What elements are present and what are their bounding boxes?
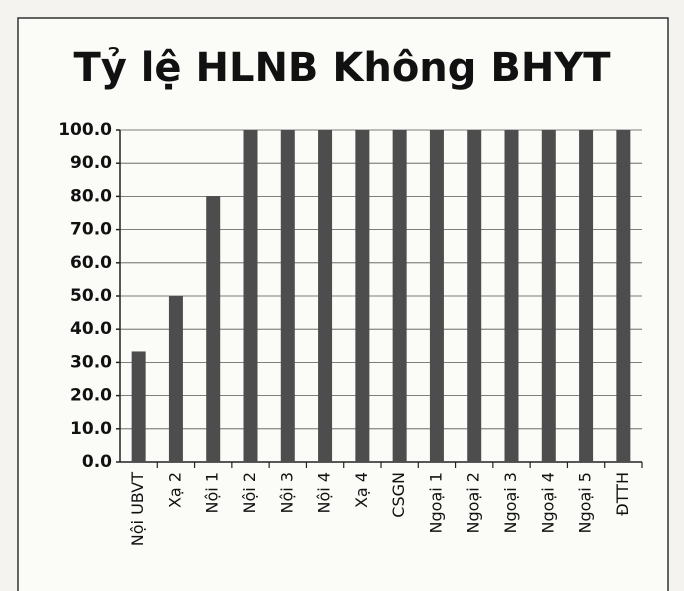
y-tick-label: 80.0 [70, 186, 112, 206]
x-tick-label: Ngoại 2 [464, 472, 483, 533]
x-tick-label: Nội 3 [277, 472, 296, 513]
y-tick-label: 90.0 [70, 153, 112, 173]
x-tick-label: Nội UBVT [128, 472, 147, 546]
x-tick-label: Nội 2 [240, 472, 259, 513]
y-tick-label: 60.0 [70, 253, 112, 273]
bar [168, 296, 183, 462]
x-tick-label: Nội 1 [203, 472, 222, 513]
bar [318, 130, 333, 462]
bar [616, 130, 631, 462]
y-tick-label: 20.0 [70, 386, 112, 406]
x-tick-label: Ngoại 5 [576, 472, 595, 533]
chart-title: Tỷ lệ HLNB Không BHYT [73, 45, 611, 91]
x-tick-label: Ngoại 1 [426, 472, 445, 533]
bar [206, 196, 221, 462]
y-tick-label: 0.0 [82, 452, 112, 472]
x-tick-label: Ngoại 3 [501, 472, 520, 533]
y-tick-label: 70.0 [70, 220, 112, 240]
bar [392, 130, 407, 462]
chart-frame [17, 17, 669, 591]
bar [131, 351, 146, 462]
bar [579, 130, 594, 462]
y-tick-label: 10.0 [70, 419, 112, 439]
x-tick-label: ĐTTH [613, 472, 632, 516]
x-tick-label: Xạ 2 [165, 472, 184, 508]
y-tick-label: 100.0 [58, 120, 112, 140]
bar [243, 130, 258, 462]
bar [355, 130, 370, 462]
y-tick-label: 30.0 [70, 352, 112, 372]
x-tick-label: Nội 4 [315, 472, 334, 513]
x-tick-label: Ngoại 4 [538, 472, 557, 533]
y-tick-label: 40.0 [70, 319, 112, 339]
y-tick-label: 50.0 [70, 286, 112, 306]
x-tick-label: Xạ 4 [352, 472, 371, 508]
bar [280, 130, 295, 462]
bar [467, 130, 482, 462]
x-tick-label: CSGN [389, 472, 408, 518]
bar [429, 130, 444, 462]
bar [541, 130, 556, 462]
bar [504, 130, 519, 462]
